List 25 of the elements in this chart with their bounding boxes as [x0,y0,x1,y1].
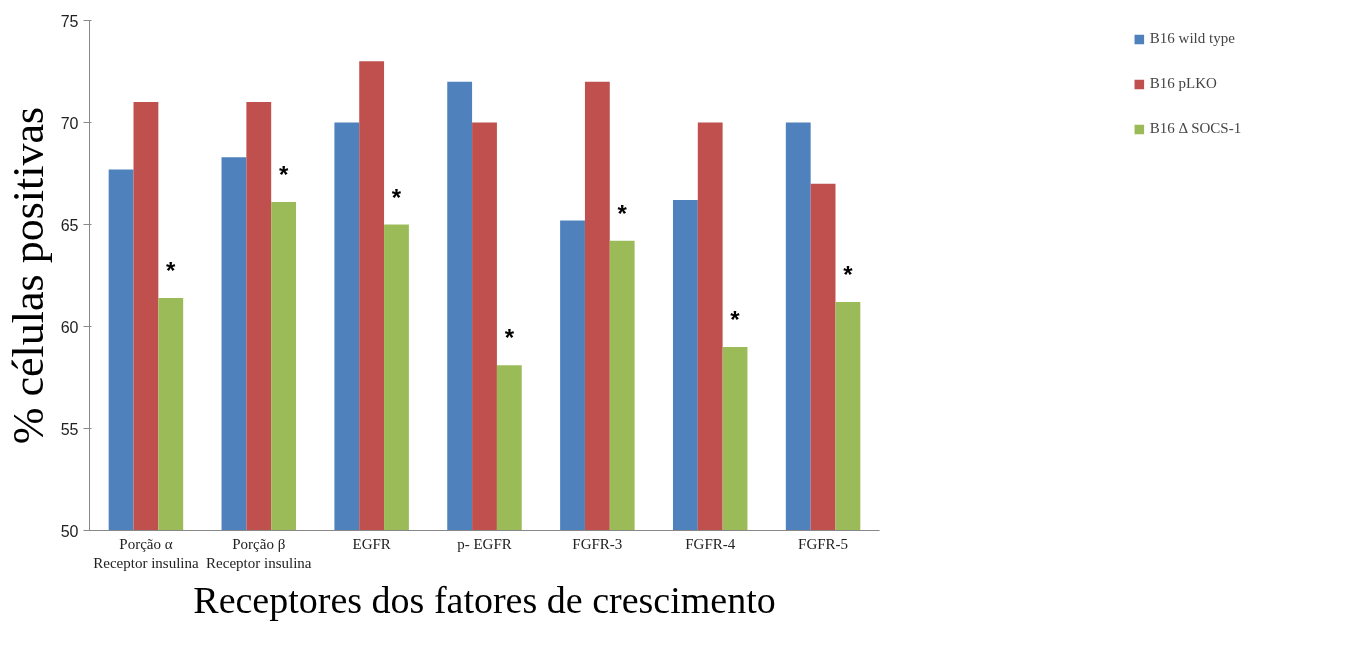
y-tick-label: 70 [60,114,79,132]
x-tick-label: EGFR [352,535,391,552]
x-tick-label: Porção α Receptor insulina [93,535,199,571]
annotation: * [730,305,741,333]
x-tick-label: Porção β Receptor insulina [206,535,312,571]
x-axis-title: Receptores dos fatores de crescimento [193,578,776,621]
legend-label: B16 Δ SOCS-1 [1149,120,1242,137]
annotation: * [617,199,628,227]
annotation: * [504,324,515,352]
x-tick-label: p- EGFR [457,535,512,552]
x-tick-label: FGFR-5 [798,535,849,552]
y-tick-label: 60 [60,318,79,336]
annotation: * [166,256,177,284]
y-tick-label: 55 [60,420,79,438]
y-tick-label: 65 [60,216,79,234]
x-tick-label: FGFR-3 [572,535,623,552]
y-tick-label: 50 [60,522,79,540]
legend-label: B16 pLKO [1149,75,1217,92]
legend-label: B16 wild type [1149,30,1235,47]
annotation: * [391,183,402,211]
y-tick-label: 75 [60,12,79,30]
annotation: * [843,261,854,289]
y-axis-title: % células positivas [3,106,53,445]
annotation: * [278,161,289,189]
x-tick-label: FGFR-4 [685,535,736,552]
